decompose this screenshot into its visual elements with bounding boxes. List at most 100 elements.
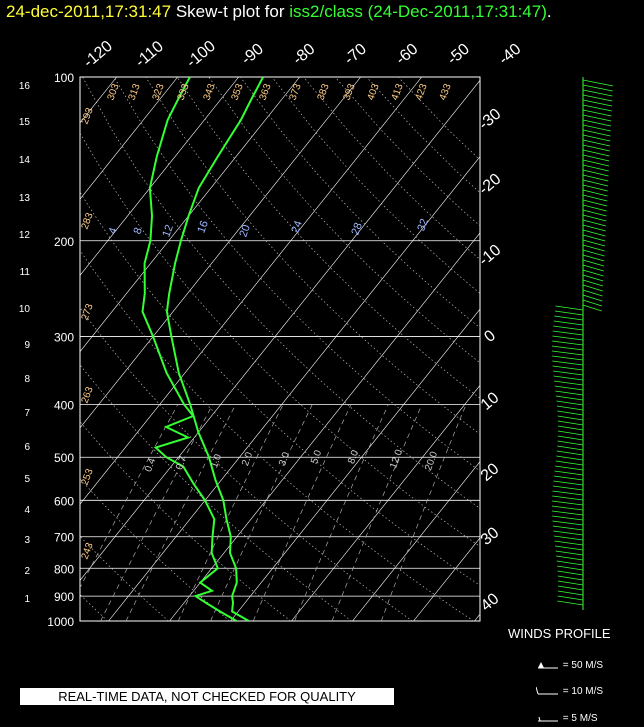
dry-adiabat-label-263: 263 (80, 385, 96, 405)
height-label-5: 5 (24, 474, 30, 485)
wind-barb (582, 114, 612, 122)
dry-adiabat-label-253: 253 (80, 467, 96, 487)
wind-barb (582, 294, 603, 302)
wind-barb (582, 139, 611, 147)
wind-barb (552, 510, 584, 516)
top-temp-label-7: -50 (444, 41, 473, 69)
dry-adiabat (113, 77, 480, 472)
wind-barb (557, 435, 584, 441)
wind-barb (582, 149, 610, 157)
mixing-ratio-lower-label-2: 1.0 (209, 452, 224, 469)
quality-notice: REAL-TIME DATA, NOT CHECKED FOR QUALITY (20, 688, 394, 705)
wind-barb (557, 570, 584, 576)
wind-barb (551, 350, 584, 356)
dry-adiabat-label-363: 363 (258, 82, 274, 102)
wind-legend-10: = 10 M/S (535, 686, 604, 697)
pressure-label-300: 300 (54, 331, 74, 345)
top-temp-label-3: -90 (238, 41, 267, 69)
mixing-ratio-line (380, 404, 467, 621)
wind-barb (555, 395, 584, 401)
pressure-label-400: 400 (54, 399, 74, 413)
wind-barb-50-icon (538, 662, 558, 669)
wind-barb (582, 289, 603, 297)
wind-barb (582, 244, 605, 252)
dry-adiabat-label-373: 373 (288, 82, 304, 102)
wind-barb (554, 380, 584, 386)
wind-barb (582, 159, 610, 167)
wind-barb (557, 430, 584, 436)
dry-adiabat-label-383: 383 (316, 82, 332, 102)
wind-barb (582, 264, 604, 272)
mixing-ratio-label-8: 8 (131, 226, 144, 236)
wind-barb (553, 325, 584, 331)
dry-adiabat-label-333: 333 (176, 82, 192, 102)
title-timestamp: 24-dec-2011,17:31:47 (6, 2, 172, 21)
wind-barb (553, 370, 584, 376)
mixing-ratio-label-28: 28 (349, 221, 364, 237)
isotherm (536, 77, 644, 621)
wind-legend-5: = 5 M/S (536, 713, 598, 724)
dry-adiabat-label-393: 393 (342, 82, 358, 102)
pressure-label-100: 100 (54, 71, 74, 85)
wind-barb (552, 485, 584, 491)
wind-barb (582, 129, 611, 137)
wind-barb (582, 194, 608, 202)
dry-adiabat (80, 132, 480, 547)
dry-adiabat (176, 77, 480, 399)
wind-barb (555, 305, 584, 311)
right-temp-label-5: 20 (478, 460, 503, 485)
mixing-ratio-label-24: 24 (289, 219, 304, 235)
top-temp-label-4: -80 (290, 41, 319, 69)
wind-barb (582, 269, 604, 277)
mixing-ratio-line (210, 404, 313, 621)
mixing-ratio-line (294, 404, 389, 621)
wind-barb (557, 415, 584, 421)
wind-barb (556, 560, 584, 566)
wind-barb (582, 304, 602, 312)
pressure-label-500: 500 (54, 451, 74, 465)
plot-frame (79, 76, 481, 622)
top-temp-label-1: -110 (132, 38, 167, 71)
pressure-label-600: 600 (54, 494, 74, 508)
chart-title: 24-dec-2011,17:31:47 Skew-t plot for iss… (6, 2, 552, 22)
wind-barb (582, 189, 608, 197)
top-temp-label-6: -60 (393, 41, 422, 69)
wind-barb (557, 600, 584, 606)
wind-barb (556, 450, 584, 456)
wind-barb (554, 315, 584, 321)
height-label-2: 2 (24, 566, 30, 577)
right-temp-label-7: 40 (478, 590, 503, 615)
dry-adiabat (80, 535, 169, 621)
wind-barb (582, 204, 607, 212)
mixing-ratio-lower-label-7: 12.0 (388, 448, 405, 470)
dry-adiabat-label-283: 283 (80, 211, 96, 231)
height-label-4: 4 (24, 505, 30, 516)
pressure-label-900: 900 (54, 590, 74, 604)
pressure-label-700: 700 (54, 531, 74, 545)
wind-barb (553, 535, 584, 541)
wind-barb (554, 310, 584, 316)
wind-barb (582, 134, 611, 142)
wind-barb (552, 525, 584, 531)
dry-adiabat (397, 77, 480, 161)
wind-legend-5-text: = 5 M/S (562, 713, 598, 724)
isotherm (80, 77, 422, 505)
right-temp-label-4: 10 (478, 389, 503, 414)
isotherm (80, 77, 361, 429)
wind-barb (556, 400, 584, 406)
wind-barb (555, 550, 584, 556)
dry-adiabat (145, 77, 480, 435)
mixing-ratio-line (252, 404, 352, 621)
wind-barb (582, 279, 604, 287)
plot-area (80, 77, 644, 621)
mixing-ratio-lower-label-1: 0.7 (174, 454, 189, 471)
wind-legend-10-text: = 10 M/S (562, 686, 604, 697)
isotherm (108, 156, 480, 621)
dry-adiabat-label-433: 433 (438, 82, 454, 102)
wind-barb (552, 520, 584, 526)
dry-adiabat-label-273: 273 (80, 302, 96, 322)
wind-barb (582, 254, 605, 262)
wind-barb (557, 590, 584, 596)
dry-adiabat (80, 191, 480, 586)
wind-barb (582, 229, 606, 237)
